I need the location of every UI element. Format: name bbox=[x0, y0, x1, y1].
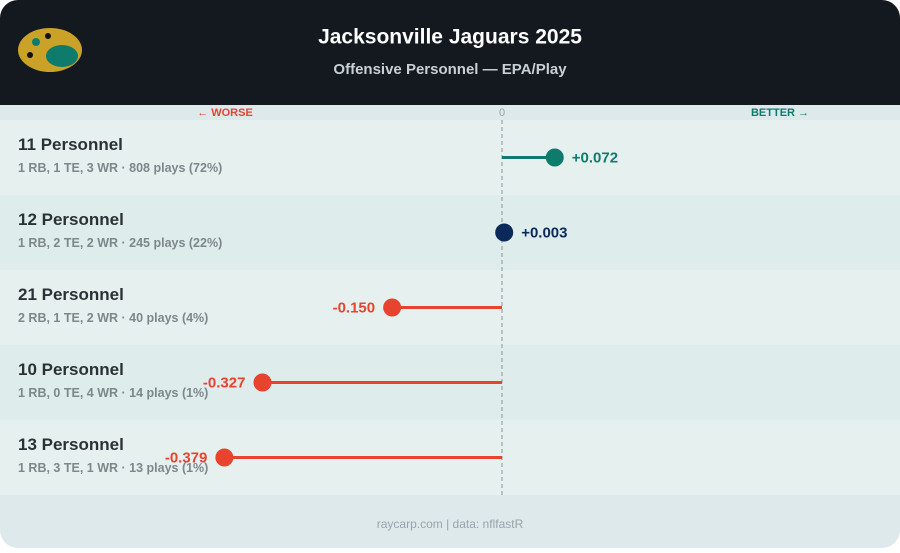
value-label: +0.072 bbox=[572, 149, 618, 166]
logo-eye bbox=[32, 38, 40, 46]
logo-mouth bbox=[46, 45, 78, 67]
footer: raycarp.com | data: nflfastR bbox=[377, 517, 524, 531]
dot bbox=[215, 448, 234, 467]
row-label: 13 Personnel bbox=[18, 435, 124, 454]
value-label: -0.327 bbox=[203, 374, 246, 391]
row-label: 12 Personnel bbox=[18, 210, 124, 229]
value-label: +0.003 bbox=[521, 224, 567, 241]
logo-spot bbox=[27, 52, 33, 58]
logo-spot bbox=[45, 33, 51, 39]
row-detail: 1 RB, 1 TE, 3 WR · 808 plays (72%) bbox=[18, 161, 222, 175]
dot bbox=[495, 223, 514, 242]
header bbox=[0, 0, 900, 105]
x-tick-label: 0 bbox=[499, 107, 505, 119]
better-label: BETTER → bbox=[751, 107, 809, 119]
row-label: 21 Personnel bbox=[18, 285, 124, 304]
row-detail: 1 RB, 2 TE, 2 WR · 245 plays (22%) bbox=[18, 236, 222, 250]
value-label: -0.150 bbox=[333, 299, 376, 316]
dot bbox=[383, 298, 402, 317]
chart-subtitle: Offensive Personnel — EPA/Play bbox=[333, 61, 567, 78]
row-detail: 1 RB, 3 TE, 1 WR · 13 plays (1%) bbox=[18, 461, 208, 475]
dot bbox=[253, 373, 272, 392]
dot bbox=[545, 148, 564, 167]
row-bg bbox=[0, 195, 900, 270]
row-bg bbox=[0, 120, 900, 195]
logo bbox=[18, 28, 82, 72]
axis-strip bbox=[0, 105, 900, 120]
chart-title: Jacksonville Jaguars 2025 bbox=[318, 26, 582, 49]
row-label: 10 Personnel bbox=[18, 360, 124, 379]
row-detail: 1 RB, 0 TE, 4 WR · 14 plays (1%) bbox=[18, 386, 208, 400]
row-detail: 2 RB, 1 TE, 2 WR · 40 plays (4%) bbox=[18, 311, 208, 325]
worse-label: ← WORSE bbox=[197, 107, 253, 119]
value-label: -0.379 bbox=[165, 449, 208, 466]
row-label: 11 Personnel bbox=[18, 135, 123, 154]
